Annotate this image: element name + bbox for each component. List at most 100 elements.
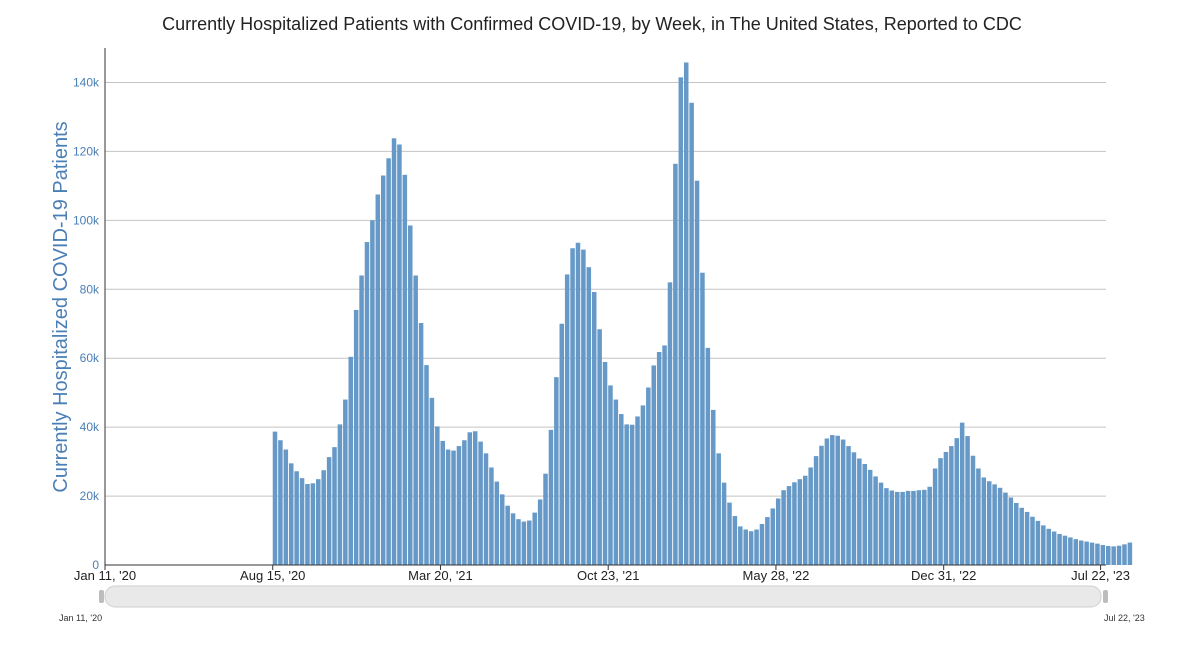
bar[interactable]: [451, 450, 456, 565]
bar[interactable]: [927, 486, 932, 565]
range-slider[interactable]: Jan 11, '20 Jul 22, '23: [59, 585, 1145, 623]
bar[interactable]: [559, 323, 565, 565]
bar[interactable]: [1106, 546, 1111, 565]
bar[interactable]: [375, 194, 381, 566]
bar[interactable]: [564, 274, 570, 565]
bar[interactable]: [624, 424, 629, 565]
bar[interactable]: [646, 387, 651, 566]
bar[interactable]: [494, 481, 500, 565]
bar[interactable]: [359, 275, 364, 565]
bar[interactable]: [813, 456, 819, 565]
bar[interactable]: [1014, 502, 1019, 565]
bar[interactable]: [932, 468, 938, 565]
bar[interactable]: [575, 242, 581, 566]
bar[interactable]: [959, 422, 965, 565]
bar[interactable]: [884, 488, 889, 565]
bar[interactable]: [981, 477, 987, 565]
bar[interactable]: [992, 484, 997, 565]
bar[interactable]: [294, 471, 299, 565]
range-slider-left-handle[interactable]: [99, 590, 104, 603]
bar[interactable]: [548, 429, 554, 565]
bar[interactable]: [1073, 539, 1079, 565]
bar[interactable]: [1078, 540, 1084, 565]
bar[interactable]: [402, 174, 408, 565]
bar[interactable]: [857, 458, 862, 566]
bar[interactable]: [1019, 507, 1024, 565]
bar[interactable]: [510, 513, 516, 565]
bar[interactable]: [1046, 528, 1051, 565]
bar[interactable]: [976, 468, 981, 565]
bar[interactable]: [889, 490, 895, 565]
bar[interactable]: [602, 361, 608, 565]
range-slider-track[interactable]: [104, 585, 1102, 608]
bar[interactable]: [759, 523, 765, 565]
bar[interactable]: [499, 494, 505, 565]
bar[interactable]: [862, 464, 868, 565]
bar[interactable]: [478, 441, 483, 565]
bar[interactable]: [408, 225, 413, 566]
bar[interactable]: [1024, 511, 1030, 565]
bar[interactable]: [1051, 531, 1057, 565]
bar[interactable]: [754, 529, 759, 566]
bar[interactable]: [635, 416, 640, 565]
bar[interactable]: [775, 498, 781, 565]
bar[interactable]: [1030, 516, 1035, 565]
bar[interactable]: [305, 484, 310, 565]
bar[interactable]: [424, 365, 429, 565]
bar[interactable]: [619, 414, 624, 565]
bar[interactable]: [1084, 541, 1089, 565]
bar[interactable]: [970, 455, 976, 565]
bar[interactable]: [516, 519, 521, 565]
bar[interactable]: [537, 499, 543, 565]
bar[interactable]: [532, 512, 537, 565]
bar[interactable]: [732, 516, 738, 565]
bar[interactable]: [835, 435, 840, 565]
bar[interactable]: [949, 446, 954, 565]
bar[interactable]: [1003, 492, 1008, 565]
bar[interactable]: [651, 365, 656, 565]
bar[interactable]: [554, 377, 559, 565]
bar[interactable]: [667, 282, 673, 565]
bar[interactable]: [824, 438, 830, 565]
bar[interactable]: [613, 399, 619, 565]
bar[interactable]: [1111, 546, 1116, 565]
bar[interactable]: [629, 424, 635, 565]
bar[interactable]: [938, 458, 943, 565]
bar[interactable]: [954, 438, 960, 565]
bar[interactable]: [683, 62, 689, 565]
bar[interactable]: [316, 479, 321, 565]
bar[interactable]: [332, 447, 337, 565]
bar[interactable]: [900, 491, 905, 565]
bar[interactable]: [326, 457, 332, 565]
bar[interactable]: [467, 432, 473, 565]
bar[interactable]: [1127, 542, 1133, 565]
bar[interactable]: [413, 275, 418, 565]
bar[interactable]: [1008, 497, 1014, 565]
bar[interactable]: [418, 323, 424, 565]
bar[interactable]: [1062, 535, 1068, 565]
bar[interactable]: [656, 352, 662, 565]
bar[interactable]: [700, 272, 705, 565]
bar[interactable]: [321, 470, 326, 565]
bar[interactable]: [386, 158, 391, 566]
bar[interactable]: [489, 467, 494, 565]
bar[interactable]: [1116, 545, 1122, 565]
bar[interactable]: [456, 446, 462, 565]
bar[interactable]: [353, 309, 359, 565]
bar[interactable]: [819, 445, 824, 565]
bar[interactable]: [894, 491, 900, 565]
bar[interactable]: [689, 102, 694, 566]
bar[interactable]: [711, 409, 716, 565]
bar[interactable]: [483, 453, 489, 565]
bar[interactable]: [337, 424, 343, 565]
bar[interactable]: [905, 490, 911, 565]
range-slider-right-handle[interactable]: [1103, 590, 1108, 603]
bar[interactable]: [678, 77, 684, 566]
bar[interactable]: [721, 482, 727, 565]
bar[interactable]: [911, 490, 916, 565]
bar[interactable]: [543, 473, 548, 565]
bar[interactable]: [770, 508, 776, 565]
bar[interactable]: [748, 531, 754, 565]
bar[interactable]: [705, 347, 711, 565]
bar[interactable]: [640, 405, 646, 565]
